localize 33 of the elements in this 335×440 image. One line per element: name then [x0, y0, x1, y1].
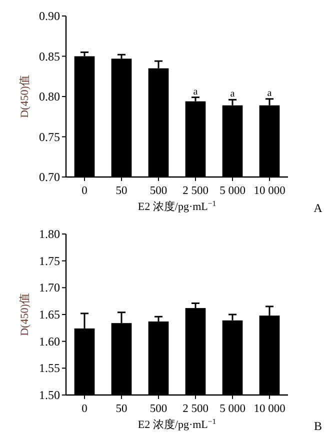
y-axis-title: D(450)值 [19, 293, 31, 336]
y-tick-label: 1.60 [39, 334, 60, 348]
x-tick-label: 5 000 [220, 403, 246, 415]
x-tick-label: 50 [116, 185, 128, 197]
y-tick-label: 1.75 [39, 254, 60, 268]
y-tick-label: 1.80 [39, 227, 60, 241]
y-tick-label: 0.80 [39, 90, 60, 104]
y-tick-label: 0.90 [39, 9, 60, 23]
x-tick-label: 0 [82, 185, 88, 197]
x-tick-label: 2 500 [182, 403, 209, 415]
y-tick-label: 0.75 [39, 130, 60, 144]
y-axis-title: D(450)值 [19, 75, 31, 118]
x-axis-title: E2 浓度/pg·mL$^{−1}$ [138, 198, 216, 213]
x-tick-label: 500 [150, 185, 168, 197]
x-tick-label: 5 000 [220, 185, 246, 197]
y-tick-label: 1.70 [39, 280, 60, 295]
x-tick-label: 500 [150, 403, 168, 415]
x-axis-title: E2 浓度/pg·mL$^{−1}$ [138, 416, 216, 431]
y-tick-label: 0.70 [39, 170, 60, 184]
annotation: a [267, 88, 272, 99]
y-tick-label: 1.65 [39, 308, 60, 322]
x-tick-label: 10 000 [254, 403, 286, 415]
x-tick-label: 2 500 [182, 185, 209, 197]
annotation: a [230, 88, 236, 100]
x-tick-label: 10 000 [254, 185, 286, 197]
annotation: a [193, 86, 198, 98]
y-tick-label: 1.55 [39, 361, 60, 376]
text: A [314, 201, 323, 215]
y-tick-label: 0.85 [39, 49, 60, 64]
x-tick-label: 0 [82, 403, 88, 415]
y-tick-label: 1.50 [39, 388, 60, 402]
x-tick-label: 50 [116, 403, 128, 415]
text: B [314, 419, 322, 433]
